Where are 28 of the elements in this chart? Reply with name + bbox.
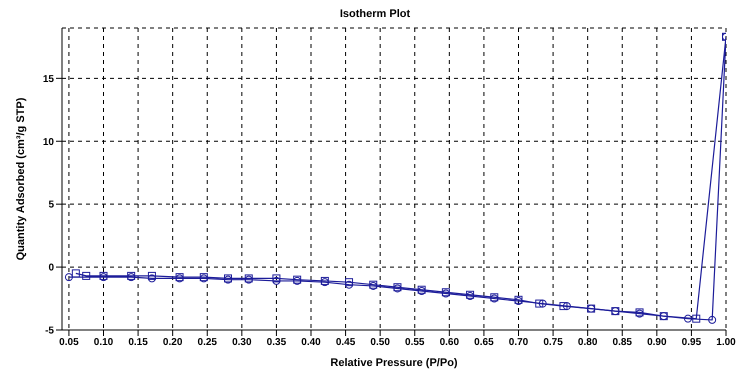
x-tick-label: 0.50 bbox=[370, 337, 390, 348]
y-tick-label: 0 bbox=[48, 262, 54, 274]
x-tick-label: 0.95 bbox=[682, 337, 702, 348]
x-tick-label: 0.55 bbox=[405, 337, 425, 348]
x-tick-label: 0.65 bbox=[474, 337, 494, 348]
y-tick-label: -5 bbox=[45, 326, 54, 337]
y-tick-label: 15 bbox=[42, 74, 54, 85]
x-tick-label: 0.25 bbox=[198, 337, 218, 348]
y-axis-title: Quantity Adsorbed (cm³/g STP) bbox=[14, 97, 27, 260]
x-tick-label: 0.45 bbox=[336, 337, 356, 348]
x-tick-label: 0.30 bbox=[232, 337, 252, 348]
y-tick-label: 5 bbox=[48, 200, 54, 211]
x-tick-label: 0.60 bbox=[440, 337, 460, 348]
x-tick-label: 0.35 bbox=[266, 337, 287, 348]
y-tick-label: 10 bbox=[42, 136, 54, 148]
x-tick-label: 0.40 bbox=[301, 337, 322, 348]
x-tick-label: 0.85 bbox=[612, 337, 632, 348]
x-tick-label: 0.70 bbox=[508, 337, 529, 348]
x-tick-label: 0.15 bbox=[128, 337, 148, 348]
x-tick-label: 0.75 bbox=[543, 337, 564, 348]
x-tick-label: 0.20 bbox=[162, 337, 183, 348]
x-axis-title: Relative Pressure (P/Po) bbox=[330, 357, 458, 369]
x-tick-label: 0.80 bbox=[578, 337, 598, 348]
x-tick-label: 0.10 bbox=[94, 337, 114, 348]
chart-title: Isotherm Plot bbox=[338, 8, 412, 22]
x-tick-label: 0.05 bbox=[59, 337, 80, 348]
x-tick-label: 0.90 bbox=[647, 337, 667, 348]
x-tick-label: 1.00 bbox=[716, 337, 736, 348]
